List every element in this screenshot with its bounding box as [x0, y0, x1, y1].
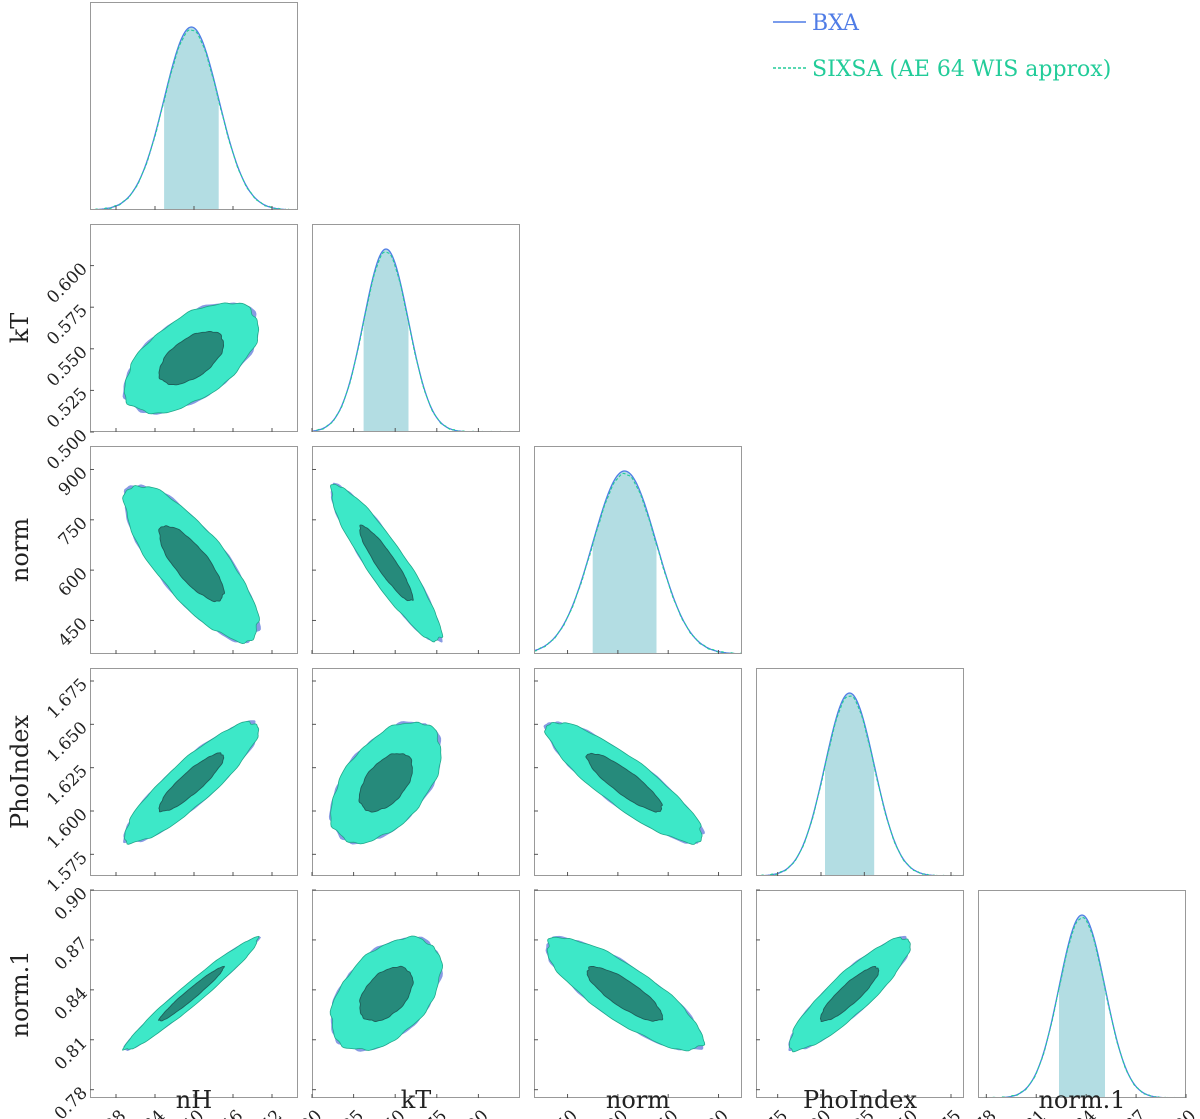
- y-tick-label-PhoIndex: 1.675: [43, 675, 92, 724]
- x-tick-label-norm.1: 0.78: [960, 1106, 1001, 1119]
- marginal-bxa-kT: [312, 248, 520, 432]
- y-axis-label-norm: norm: [6, 518, 34, 582]
- x-tick-label-PhoIndex: 1.675: [917, 1106, 966, 1119]
- contour-inner: [586, 965, 664, 1022]
- panel-frame: [756, 668, 964, 876]
- contour-inner: [358, 753, 413, 813]
- y-tick-label-norm: 450: [55, 614, 92, 651]
- contour-inner: [359, 524, 414, 602]
- x-tick-label-norm.1: 0.90: [1159, 1106, 1200, 1119]
- y-axis-label-norm.1: norm.1: [6, 950, 34, 1037]
- y-tick-label-PhoIndex: 1.575: [43, 848, 92, 897]
- x-tick-label-nH: 0.228: [82, 1106, 131, 1119]
- panel-frame: [312, 446, 520, 654]
- panel-kT-kT: [311, 224, 520, 432]
- marginal-sixsa-nH: [90, 29, 298, 210]
- x-axis-label-norm: norm: [606, 1086, 670, 1114]
- x-tick-label-kT: 0.525: [319, 1106, 368, 1119]
- x-axis-label-PhoIndex: PhoIndex: [803, 1086, 918, 1114]
- panel-kT-PhoIndex: [311, 668, 520, 876]
- legend: BXA SIXSA (AE 64 WIS approx): [773, 11, 1111, 82]
- y-tick-label-norm: 600: [55, 564, 92, 601]
- legend-label-bxa: BXA: [812, 11, 860, 36]
- y-tick-label-norm: 750: [55, 513, 92, 550]
- y-tick-label-PhoIndex: 1.625: [43, 761, 92, 810]
- y-tick-label-kT: 0.575: [43, 301, 92, 350]
- contour-inner: [585, 752, 663, 813]
- y-tick-label-norm.1: 0.84: [51, 983, 92, 1024]
- marginal-band-nH: [164, 27, 219, 210]
- panel-nH-nH: [90, 2, 298, 210]
- panel-frame: [978, 890, 1186, 1098]
- panel-frame: [312, 668, 520, 876]
- contour-inner: [158, 752, 225, 813]
- panel-norm-norm: [534, 446, 742, 654]
- panel-frame: [534, 446, 742, 654]
- y-tick-label-kT: 0.550: [43, 342, 92, 391]
- contour-inner: [158, 525, 225, 603]
- x-tick-label-norm: 900: [696, 1106, 733, 1119]
- x-axis-label-norm.1: norm.1: [1038, 1086, 1125, 1114]
- x-tick-label-kT: 0.500: [278, 1106, 327, 1119]
- marginal-band-kT: [363, 249, 409, 432]
- panel-frame: [312, 890, 520, 1098]
- y-tick-label-norm.1: 0.81: [51, 1033, 92, 1074]
- panel-frame: [312, 224, 520, 432]
- y-tick-label-norm.1: 0.87: [51, 934, 92, 975]
- y-tick-label-kT: 0.600: [43, 259, 92, 308]
- y-axis-label-PhoIndex: PhoIndex: [6, 714, 34, 829]
- marginal-sixsa-norm: [534, 472, 742, 654]
- x-tick-label-nH: 0.252: [238, 1106, 287, 1119]
- panel-PhoIndex-PhoIndex: [756, 668, 964, 876]
- y-tick-label-PhoIndex: 1.600: [43, 805, 92, 854]
- y-tick-label-kT: 0.500: [43, 426, 92, 475]
- marginal-band-norm: [592, 471, 657, 654]
- contour-inner: [819, 965, 880, 1023]
- panel-frame: [534, 668, 742, 876]
- panel-frame: [756, 890, 964, 1098]
- x-tick-label-PhoIndex: 1.575: [743, 1106, 792, 1119]
- panel-norm-PhoIndex: [534, 668, 742, 876]
- marginal-sixsa-kT: [312, 251, 520, 432]
- panel-kT-norm: [311, 446, 520, 654]
- x-tick-label-kT: 0.600: [444, 1106, 493, 1119]
- marginal-sixsa-norm.1: [978, 917, 1186, 1098]
- marginal-band-norm.1: [1059, 915, 1105, 1098]
- contour-inner: [359, 965, 414, 1022]
- legend-label-sixsa: SIXSA (AE 64 WIS approx): [812, 57, 1111, 82]
- x-axis-label-kT: kT: [401, 1086, 432, 1114]
- x-tick-label-norm: 450: [545, 1106, 582, 1119]
- x-tick-label-nH: 0.234: [121, 1106, 170, 1119]
- panel-nH-norm.1: 0.2280.2340.2400.2460.2520.780.810.840.8…: [51, 884, 298, 1119]
- contour-inner: [158, 330, 225, 386]
- panel-norm.1-norm.1: 0.780.810.840.870.90: [960, 890, 1200, 1119]
- panel-frame: [534, 890, 742, 1098]
- y-tick-label-PhoIndex: 1.650: [43, 718, 92, 767]
- x-axis-label-nH: nH: [176, 1086, 212, 1114]
- contour-inner: [157, 965, 225, 1022]
- y-tick-label-kT: 0.525: [43, 384, 92, 433]
- marginal-band-PhoIndex: [825, 693, 875, 876]
- y-tick-label-norm.1: 0.78: [51, 1083, 92, 1119]
- y-axis-label-kT: kT: [6, 313, 34, 344]
